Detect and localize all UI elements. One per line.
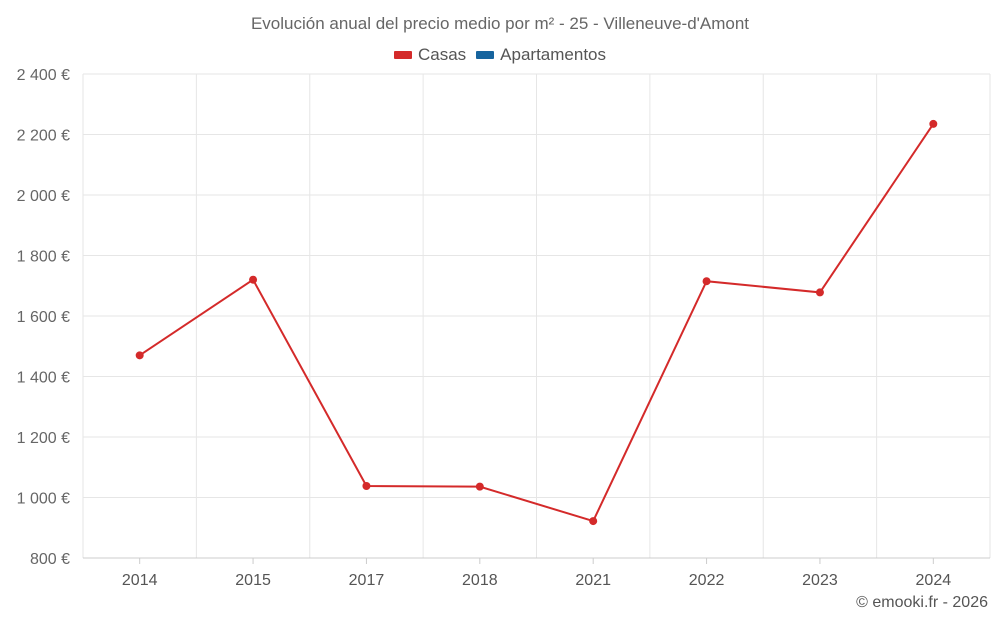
data-point	[475, 482, 484, 491]
data-point	[135, 351, 144, 360]
y-tick-label: 2 400 €	[17, 67, 70, 84]
x-tick-label: 2023	[802, 572, 838, 589]
y-tick-label: 1 000 €	[17, 491, 70, 508]
x-tick-label: 2024	[916, 572, 952, 589]
x-tick-label: 2015	[235, 572, 271, 589]
data-point	[362, 482, 371, 491]
legend-item-casas[interactable]: Casas	[393, 45, 467, 65]
x-tick-label: 2022	[689, 572, 725, 589]
y-tick-label: 2 200 €	[17, 128, 70, 145]
legend-swatch-apartamentos	[476, 51, 495, 59]
legend-label-casas: Casas	[417, 45, 467, 64]
y-tick-label: 1 200 €	[17, 430, 70, 447]
x-tick-label: 2021	[575, 572, 611, 589]
y-tick-label: 1 400 €	[17, 370, 70, 387]
data-point	[702, 277, 711, 286]
x-tick-label: 2018	[462, 572, 498, 589]
data-point	[589, 517, 598, 526]
legend-label-apartamentos: Apartamentos	[500, 45, 607, 64]
series-line-casas	[139, 123, 935, 523]
chart-legend: Casas Apartamentos	[0, 45, 1000, 65]
data-point	[929, 119, 938, 128]
data-point	[249, 275, 258, 284]
data-point	[815, 288, 824, 297]
y-tick-label: 1 800 €	[17, 249, 70, 266]
legend-item-apartamentos[interactable]: Apartamentos	[476, 45, 606, 65]
chart-title: Evolución anual del precio medio por m² …	[250, 14, 750, 33]
legend-swatch-casas	[393, 51, 412, 59]
y-tick-label: 800 €	[30, 551, 70, 568]
copyright-credit: © emooki.fr - 2026	[856, 594, 988, 611]
y-tick-label: 2 000 €	[17, 188, 70, 205]
x-tick-label: 2014	[122, 572, 158, 589]
x-tick-label: 2017	[349, 572, 385, 589]
y-tick-label: 1 600 €	[17, 309, 70, 326]
